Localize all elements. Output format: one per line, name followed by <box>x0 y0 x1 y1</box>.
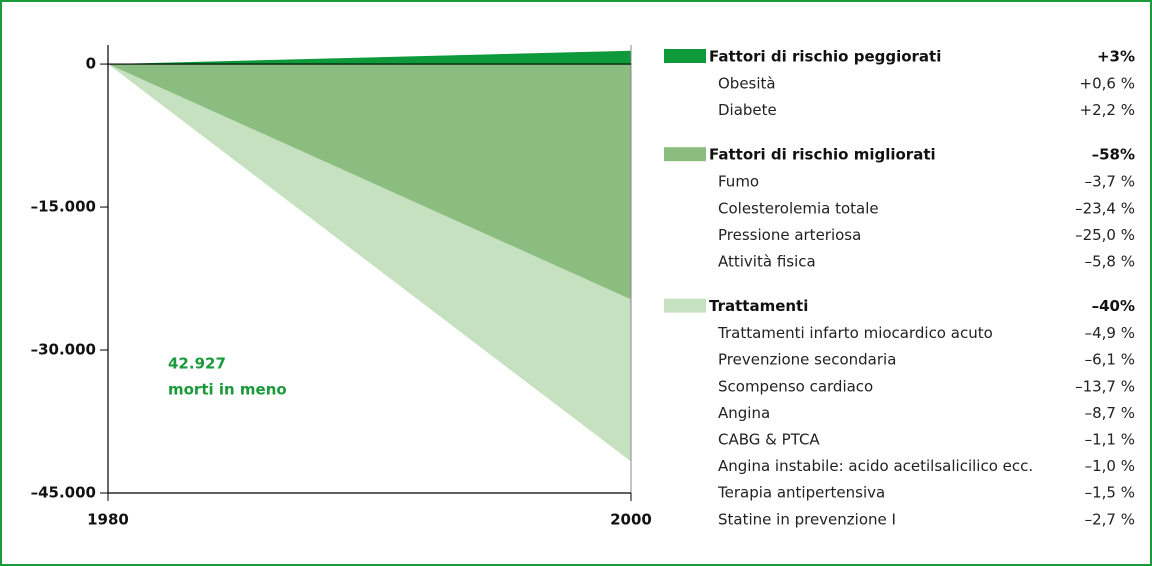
y-tick-label: 0 <box>86 55 96 73</box>
legend-total: –40% <box>1092 297 1135 315</box>
legend-label: Fattori di rischio migliorati <box>709 146 936 164</box>
y-tick-label: –15.000 <box>31 198 96 216</box>
legend-swatch <box>664 147 706 162</box>
y-tick-label: –45.000 <box>31 484 96 502</box>
legend-item: Obesità <box>718 75 776 93</box>
legend-item-value: –6,1 % <box>1085 351 1135 369</box>
area <box>108 64 631 462</box>
legend-item-value: –1,0 % <box>1085 457 1135 475</box>
legend-item-value: –2,7 % <box>1085 510 1135 528</box>
annotation: morti in meno <box>168 381 287 399</box>
annotation: 42.927 <box>168 355 226 373</box>
legend-item-value: –4,9 % <box>1085 324 1135 342</box>
legend-item-value: –3,7 % <box>1085 173 1135 191</box>
legend-item-value: –1,1 % <box>1085 431 1135 449</box>
legend-swatch <box>664 298 706 313</box>
legend-item: Colesterolemia totale <box>718 199 879 217</box>
legend-item: Diabete <box>718 101 777 119</box>
y-tick-label: –30.000 <box>31 341 96 359</box>
legend-item: Angina instabile: acido acetilsalicilico… <box>718 457 1033 475</box>
legend-item-value: +2,2 % <box>1080 101 1135 119</box>
legend-item: Pressione arteriosa <box>718 226 861 244</box>
area <box>108 50 631 65</box>
legend-item-value: –23,4 % <box>1075 199 1135 217</box>
legend-item-value: –5,8 % <box>1085 253 1135 271</box>
legend-item: Fumo <box>718 173 759 191</box>
legend-label: Fattori di rischio peggiorati <box>709 48 941 66</box>
x-tick-label: 2000 <box>610 511 652 529</box>
legend-item: Scompenso cardiaco <box>718 377 873 395</box>
legend-item: Angina <box>718 404 770 422</box>
x-tick-label: 1980 <box>87 511 129 529</box>
legend-total: –58% <box>1092 146 1135 164</box>
legend-item: CABG & PTCA <box>718 431 820 449</box>
legend-label: Trattamenti <box>709 297 808 315</box>
legend-item-value: –1,5 % <box>1085 484 1135 502</box>
legend-item: Statine in prevenzione I <box>718 510 896 528</box>
legend-item: Trattamenti infarto miocardico acuto <box>717 324 993 342</box>
legend-item-value: –25,0 % <box>1075 226 1135 244</box>
legend-item: Attività fisica <box>718 253 816 271</box>
legend-item-value: –13,7 % <box>1075 377 1135 395</box>
legend-total: +3% <box>1097 48 1135 66</box>
legend-item-value: –8,7 % <box>1085 404 1135 422</box>
legend-item: Prevenzione secondaria <box>718 351 896 369</box>
legend-item: Terapia antipertensiva <box>717 484 885 502</box>
legend-item-value: +0,6 % <box>1080 75 1135 93</box>
legend-swatch <box>664 49 706 63</box>
